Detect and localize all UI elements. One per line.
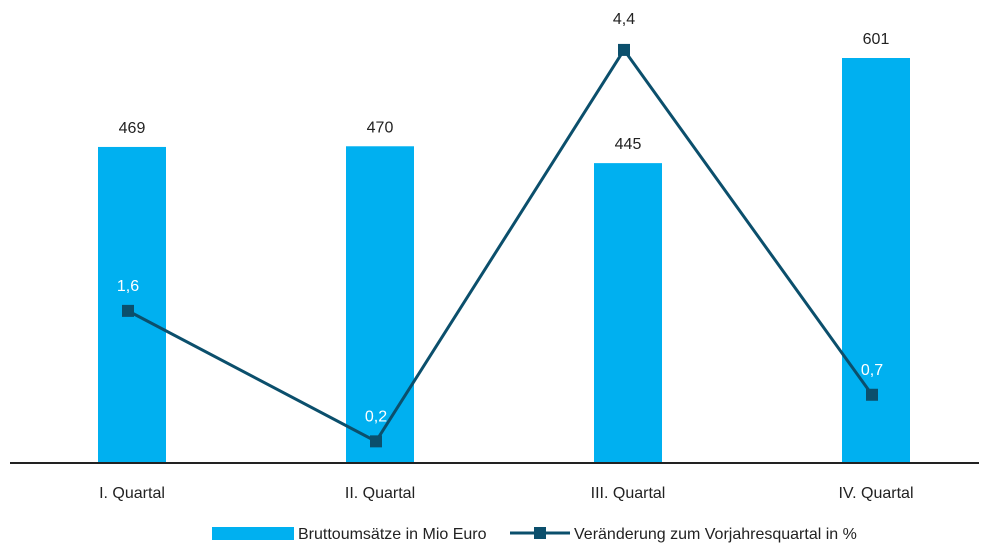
line-path	[127, 47, 874, 444]
bar-value-label: 469	[119, 120, 146, 137]
x-tick-label: IV. Quartal	[838, 485, 913, 502]
bar-value-label: 601	[863, 31, 890, 48]
line-value-label: 0,2	[365, 408, 387, 425]
x-tick-label: III. Quartal	[591, 485, 666, 502]
line-value-label: 4,4	[613, 11, 635, 28]
x-tick-label: I. Quartal	[99, 485, 165, 502]
line-value-label: 1,6	[117, 278, 139, 295]
x-tick-label: II. Quartal	[345, 485, 415, 502]
line-series: 1,6 0,2 4,4 0,7	[117, 11, 883, 448]
legend-swatch-line-marker	[534, 527, 546, 539]
bar-series: 469 470 445 601	[98, 31, 910, 463]
line-marker-3	[618, 43, 630, 56]
line-marker-1	[122, 304, 134, 317]
legend-label-bars: Bruttoumsätze in Mio Euro	[298, 526, 487, 543]
line-value-label: 0,7	[861, 362, 883, 379]
bar-2	[346, 146, 414, 463]
bar-value-label: 445	[615, 136, 642, 153]
bar-3	[594, 163, 662, 463]
bar-4	[842, 58, 910, 463]
x-axis-tick-labels: I. Quartal II. Quartal III. Quartal IV. Qua…	[99, 485, 913, 502]
bar-value-label: 470	[367, 119, 394, 136]
legend-label-line: Veränderung zum Vorjahresquartal in %	[574, 526, 857, 543]
legend: Bruttoumsätze in Mio Euro Veränderung zu…	[212, 526, 857, 543]
line-marker-2	[370, 435, 382, 448]
line-marker-4	[866, 388, 878, 401]
legend-swatch-bars	[212, 527, 294, 540]
